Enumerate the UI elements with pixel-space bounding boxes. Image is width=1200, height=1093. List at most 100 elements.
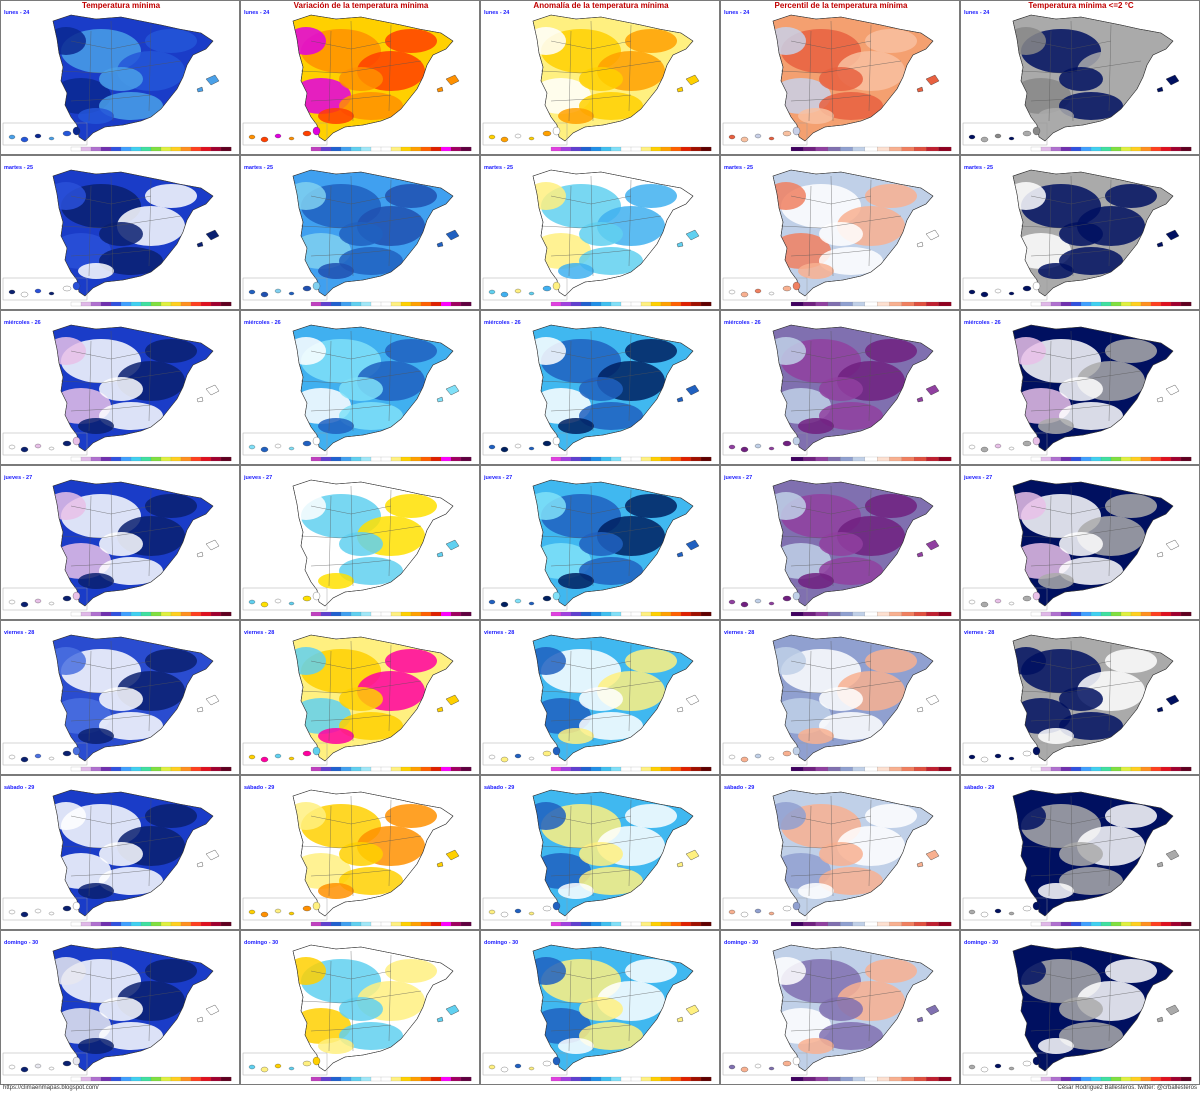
map-svg (2, 14, 232, 152)
canary-island (768, 601, 775, 606)
scale-swatch (1080, 611, 1092, 617)
scale-swatch (320, 921, 332, 927)
scale-swatch (370, 921, 382, 927)
canary-island (260, 446, 269, 453)
value-patch (558, 108, 594, 124)
footer-url[interactable]: https://climaenmapas.blogspot.com/ (3, 1085, 99, 1091)
value-patch (385, 959, 437, 983)
canary-inset (482, 1052, 568, 1076)
canary-island (8, 289, 16, 295)
scale-swatch (1110, 766, 1122, 772)
canary-island (552, 126, 561, 136)
day-label: sábado - 29 (724, 785, 755, 791)
scale-swatch (110, 301, 122, 307)
scale-swatch (360, 146, 372, 152)
scale-swatch (1160, 146, 1172, 152)
map-svg (722, 14, 952, 152)
scale-swatch (926, 1076, 940, 1082)
balearic-island (205, 384, 220, 396)
day-label: domingo - 30 (484, 940, 519, 946)
value-patch (53, 27, 86, 55)
scale-swatch (1170, 921, 1182, 927)
scale-swatch (580, 611, 592, 617)
canary-island (48, 291, 55, 296)
scale-swatch (1110, 921, 1122, 927)
canary-island (728, 134, 736, 140)
scale-swatch (680, 921, 692, 927)
value-patch (819, 67, 863, 91)
canary-island (500, 446, 509, 453)
canary-island (1032, 901, 1041, 911)
canary-inset (962, 587, 1048, 611)
scale-swatch (1170, 1076, 1182, 1082)
map-cell: miércoles - 26 (240, 310, 480, 465)
scale-swatch (130, 611, 142, 617)
scale-swatch (938, 146, 952, 152)
balearic-island (205, 849, 220, 861)
day-label: domingo - 30 (964, 940, 999, 946)
canary-island (782, 440, 792, 447)
value-patch (1059, 712, 1123, 740)
scale-swatch (120, 301, 132, 307)
scale-swatch (852, 1076, 866, 1082)
canary-island (754, 1063, 762, 1069)
scale-swatch (1100, 921, 1112, 927)
scale-swatch (1070, 766, 1082, 772)
value-patch (579, 867, 643, 895)
scale-swatch (1160, 301, 1172, 307)
canary-island (994, 288, 1002, 294)
scale-swatch (420, 146, 432, 152)
canary-island (488, 754, 496, 760)
scale-swatch (310, 766, 322, 772)
balearic-island (916, 86, 924, 93)
scale-swatch (680, 146, 692, 152)
balearic-island (436, 241, 444, 248)
value-patch (533, 78, 591, 114)
scale-swatch (1030, 611, 1042, 617)
scale-swatch (610, 921, 622, 927)
canary-inset (242, 122, 328, 146)
canary-island (62, 905, 72, 912)
scale-swatch (460, 146, 472, 152)
canary-island (8, 599, 16, 605)
map-svg (482, 479, 712, 617)
value-patch (773, 78, 831, 114)
scale-swatch (350, 921, 362, 927)
value-patch (293, 957, 326, 985)
scale-swatch (80, 921, 92, 927)
value-patch (773, 647, 806, 675)
scale-swatch (620, 1076, 632, 1082)
canary-island (994, 1063, 1002, 1069)
scale-swatch (210, 301, 222, 307)
map-svg (962, 634, 1192, 772)
scale-swatch (1120, 611, 1132, 617)
balearic-island (925, 74, 940, 86)
scale-swatch (680, 766, 692, 772)
scale-swatch (1030, 456, 1042, 462)
province-borders (540, 330, 662, 432)
value-patch (533, 27, 566, 55)
canary-island (542, 595, 552, 602)
value-patch (579, 997, 623, 1021)
balearic-island (676, 861, 684, 868)
scale-swatch (560, 611, 572, 617)
scale-swatch (640, 611, 652, 617)
canary-island (62, 130, 72, 137)
balearic-island (685, 849, 700, 861)
scale-swatch (120, 921, 132, 927)
scale-swatch (310, 146, 322, 152)
scale-swatch (310, 921, 322, 927)
scale-swatch (670, 146, 682, 152)
scale-swatch (440, 146, 452, 152)
map-cell: Percentil de la temperatura mínima lunes … (720, 0, 960, 155)
scale-swatch (410, 766, 422, 772)
canary-island (994, 753, 1002, 759)
scale-swatch (660, 1076, 672, 1082)
scale-swatch (330, 611, 342, 617)
canary-island (48, 446, 55, 451)
value-patch (773, 698, 831, 734)
canary-island (274, 288, 282, 294)
scale-swatch (1050, 456, 1062, 462)
scale-swatch (650, 921, 662, 927)
canary-island (740, 1066, 749, 1073)
